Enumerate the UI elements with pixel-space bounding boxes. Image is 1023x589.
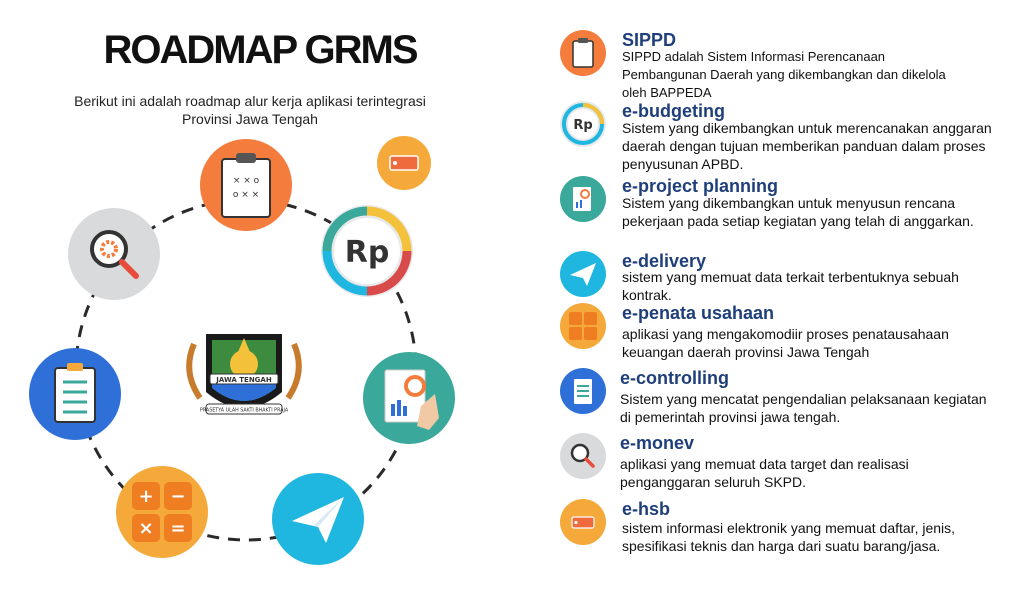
item-heading: e-penata usahaan bbox=[622, 303, 775, 323]
item-description: Sistem yang mencatat pengendalian pelaks… bbox=[620, 391, 987, 425]
emblem-motto-text: PRASETYA ULAH SAKTI BHAKTI PRAJA bbox=[200, 408, 289, 414]
svg-text:o × ×: o × × bbox=[233, 190, 259, 200]
magnifier-gear-icon bbox=[68, 208, 160, 300]
emblem-banner-text: JAWA TENGAH bbox=[215, 376, 272, 384]
rupiah-icon: Rp bbox=[321, 205, 413, 297]
report-document-icon bbox=[560, 176, 606, 222]
svg-text:×: × bbox=[138, 518, 153, 539]
svg-text:+: + bbox=[138, 486, 153, 507]
page-title: ROADMAP GRMS bbox=[103, 28, 418, 72]
page-subtitle: Berikut ini adalah roadmap alur kerja ap… bbox=[74, 93, 426, 127]
item-heading: e-hsb bbox=[622, 499, 671, 519]
svg-text:Rp: Rp bbox=[573, 118, 592, 133]
item-description: aplikasi yang memuat data target dan rea… bbox=[620, 456, 909, 490]
clipboard-strategy-icon: × × o o × × bbox=[200, 139, 292, 231]
paper-plane-icon bbox=[560, 251, 606, 297]
roadmap-wheel: × × o o × × Rp bbox=[29, 136, 455, 565]
item-heading: e-delivery bbox=[622, 251, 707, 271]
item-description: Sistem yang dikembangkan untuk merencana… bbox=[622, 120, 992, 172]
paper-plane-icon bbox=[272, 473, 364, 565]
jawa-tengah-emblem: JAWA TENGAH PRASETYA ULAH SAKTI BHAKTI P… bbox=[186, 334, 302, 415]
checklist-icon bbox=[29, 348, 121, 440]
checklist-icon bbox=[560, 368, 606, 414]
clipboard-strategy-icon bbox=[560, 30, 606, 76]
rupiah-icon: Rp bbox=[560, 101, 606, 147]
svg-text:× × o: × × o bbox=[233, 176, 260, 186]
item-heading: e-budgeting bbox=[622, 101, 725, 121]
calculator-icon: + − × = bbox=[116, 466, 208, 558]
calculator-icon bbox=[560, 303, 606, 349]
item-description: sistem yang memuat data terkait terbentu… bbox=[622, 269, 959, 303]
svg-text:Rp: Rp bbox=[345, 235, 390, 270]
item-heading: e-controlling bbox=[620, 368, 729, 388]
item-heading: e-monev bbox=[620, 433, 695, 453]
price-tag-icon bbox=[377, 136, 431, 190]
report-document-icon bbox=[363, 352, 455, 444]
item-description: sistem informasi elektronik yang memuat … bbox=[622, 520, 956, 554]
price-tag-icon bbox=[560, 499, 606, 545]
item-heading: e-project planning bbox=[622, 176, 779, 196]
svg-text:−: − bbox=[170, 486, 185, 507]
magnifier-gear-icon bbox=[560, 433, 606, 479]
svg-text:=: = bbox=[170, 518, 185, 539]
item-description: aplikasi yang mengakomodiir proses penat… bbox=[622, 326, 949, 360]
item-heading: SIPPD bbox=[622, 30, 677, 50]
item-description: Sistem yang dikembangkan untuk menyusun … bbox=[622, 195, 974, 229]
item-description: SIPPD adalah Sistem Informasi Perencanaa… bbox=[622, 49, 946, 100]
